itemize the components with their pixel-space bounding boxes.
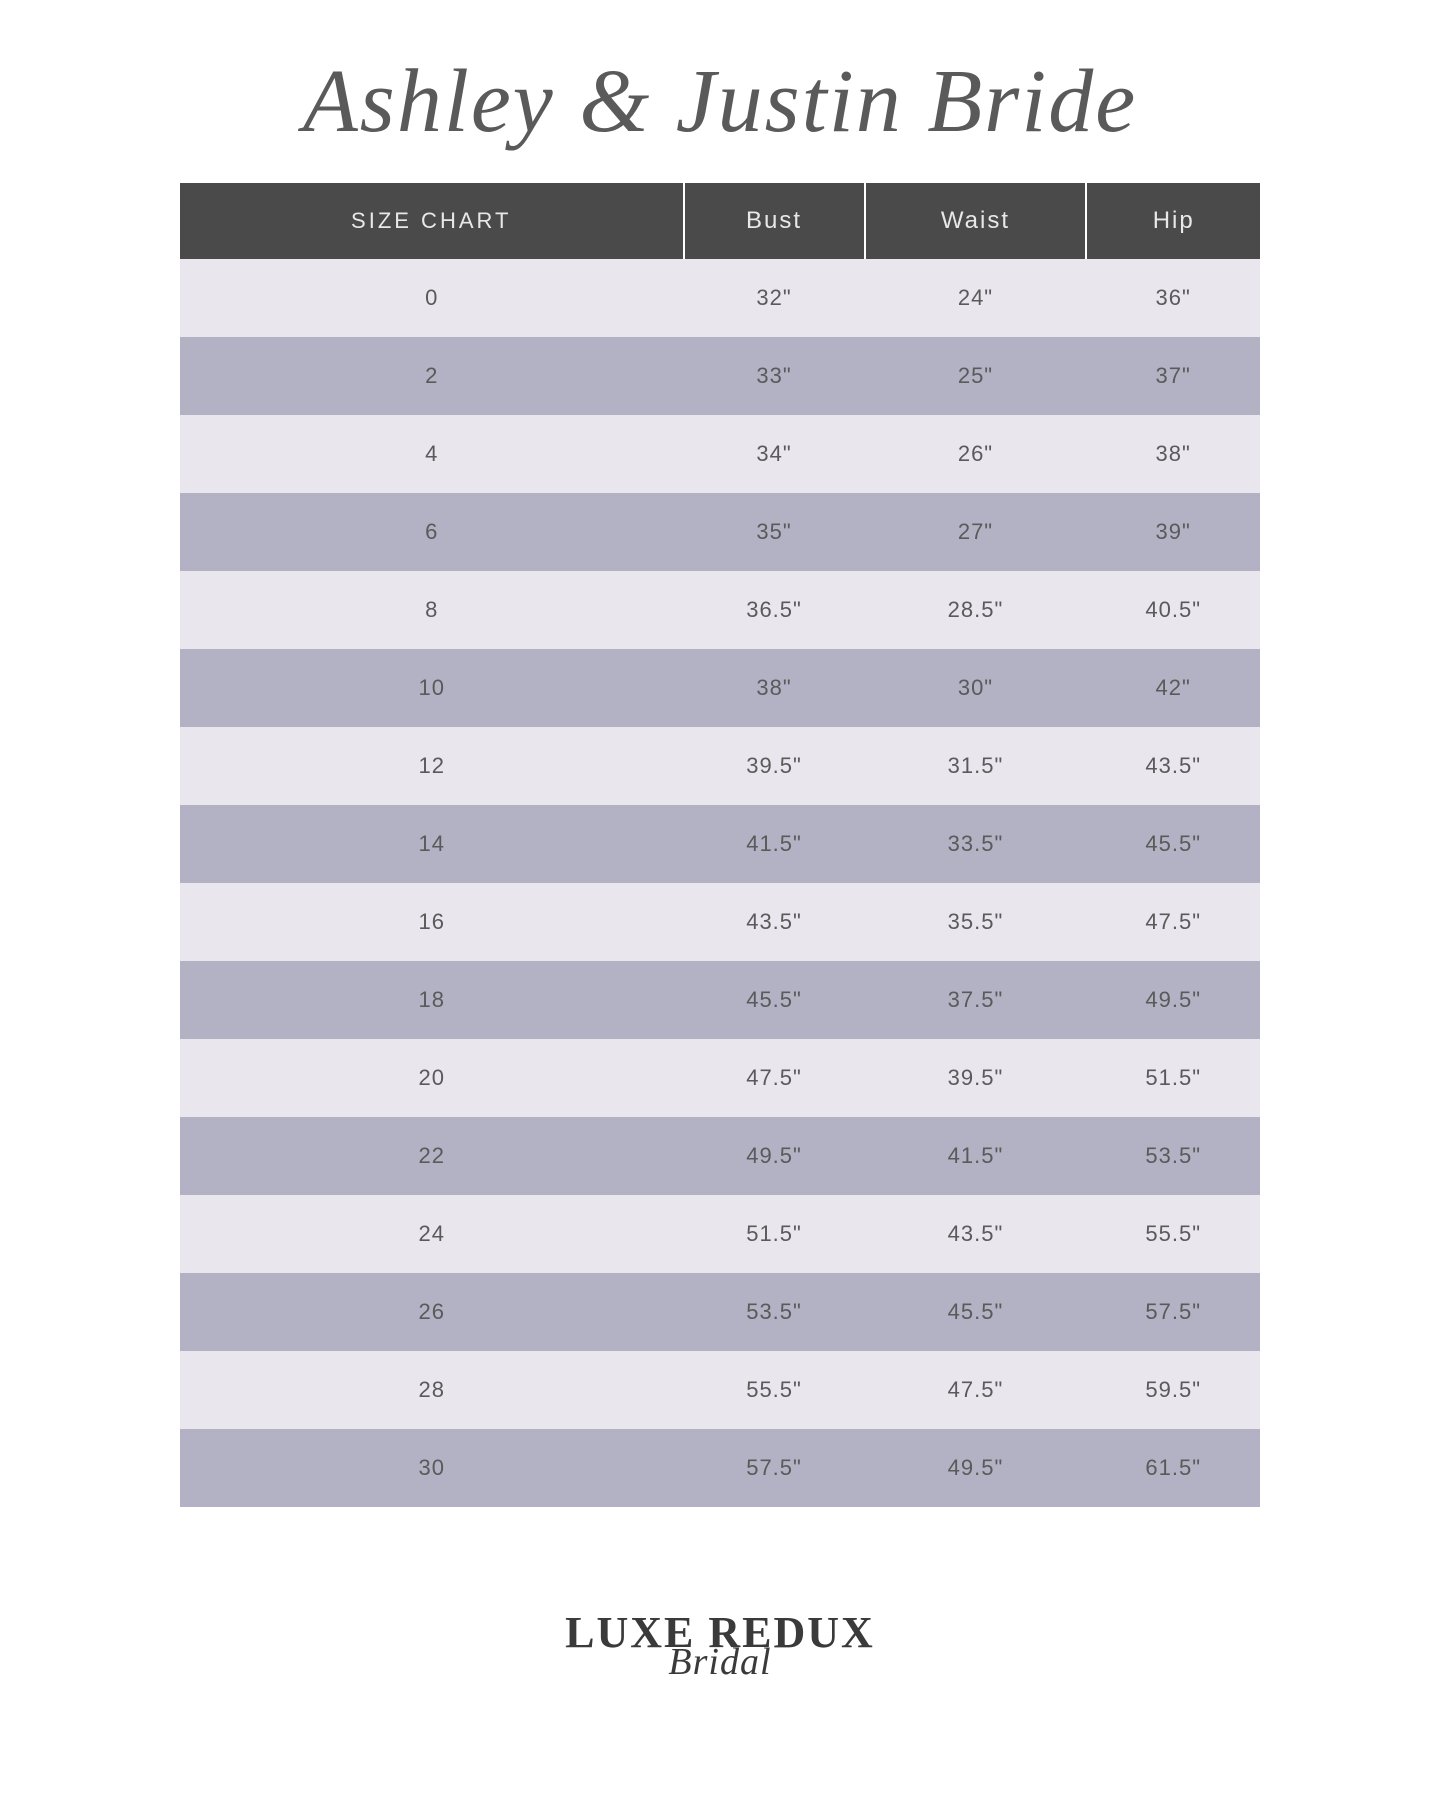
table-cell: 53.5" bbox=[684, 1273, 865, 1351]
table-cell: 34" bbox=[684, 415, 865, 493]
table-row: 1038"30"42" bbox=[180, 649, 1260, 727]
table-cell: 25" bbox=[865, 337, 1087, 415]
table-cell: 36.5" bbox=[684, 571, 865, 649]
table-row: 2653.5"45.5"57.5" bbox=[180, 1273, 1260, 1351]
table-row: 1441.5"33.5"45.5" bbox=[180, 805, 1260, 883]
table-cell: 45.5" bbox=[1086, 805, 1260, 883]
table-cell: 26 bbox=[180, 1273, 684, 1351]
table-cell: 45.5" bbox=[865, 1273, 1087, 1351]
table-cell: 8 bbox=[180, 571, 684, 649]
table-cell: 49.5" bbox=[684, 1117, 865, 1195]
table-row: 2047.5"39.5"51.5" bbox=[180, 1039, 1260, 1117]
table-cell: 14 bbox=[180, 805, 684, 883]
table-cell: 33.5" bbox=[865, 805, 1087, 883]
table-row: 1845.5"37.5"49.5" bbox=[180, 961, 1260, 1039]
size-chart-table: SIZE CHART Bust Waist Hip 032"24"36"233"… bbox=[180, 183, 1260, 1507]
table-cell: 55.5" bbox=[684, 1351, 865, 1429]
table-cell: 37" bbox=[1086, 337, 1260, 415]
table-cell: 41.5" bbox=[865, 1117, 1087, 1195]
table-cell: 18 bbox=[180, 961, 684, 1039]
table-row: 1643.5"35.5"47.5" bbox=[180, 883, 1260, 961]
table-cell: 49.5" bbox=[1086, 961, 1260, 1039]
table-row: 233"25"37" bbox=[180, 337, 1260, 415]
table-row: 2249.5"41.5"53.5" bbox=[180, 1117, 1260, 1195]
table-cell: 22 bbox=[180, 1117, 684, 1195]
table-cell: 39" bbox=[1086, 493, 1260, 571]
col-header-size: SIZE CHART bbox=[180, 183, 684, 259]
table-row: 032"24"36" bbox=[180, 259, 1260, 337]
table-cell: 57.5" bbox=[684, 1429, 865, 1507]
table-cell: 47.5" bbox=[1086, 883, 1260, 961]
table-cell: 33" bbox=[684, 337, 865, 415]
table-cell: 27" bbox=[865, 493, 1087, 571]
footer-logo: LUXE REDUX Bridal bbox=[565, 1607, 875, 1684]
col-header-hip: Hip bbox=[1086, 183, 1260, 259]
table-cell: 16 bbox=[180, 883, 684, 961]
table-cell: 28 bbox=[180, 1351, 684, 1429]
page-title: Ashley & Justin Bride bbox=[303, 50, 1137, 153]
table-cell: 38" bbox=[1086, 415, 1260, 493]
table-cell: 41.5" bbox=[684, 805, 865, 883]
table-row: 836.5"28.5"40.5" bbox=[180, 571, 1260, 649]
table-cell: 47.5" bbox=[865, 1351, 1087, 1429]
table-header-row: SIZE CHART Bust Waist Hip bbox=[180, 183, 1260, 259]
table-cell: 31.5" bbox=[865, 727, 1087, 805]
table-cell: 43.5" bbox=[865, 1195, 1087, 1273]
table-cell: 20 bbox=[180, 1039, 684, 1117]
table-cell: 55.5" bbox=[1086, 1195, 1260, 1273]
table-cell: 12 bbox=[180, 727, 684, 805]
col-header-bust: Bust bbox=[684, 183, 865, 259]
table-cell: 24" bbox=[865, 259, 1087, 337]
table-cell: 2 bbox=[180, 337, 684, 415]
table-cell: 39.5" bbox=[865, 1039, 1087, 1117]
table-row: 3057.5"49.5"61.5" bbox=[180, 1429, 1260, 1507]
table-cell: 30" bbox=[865, 649, 1087, 727]
table-cell: 28.5" bbox=[865, 571, 1087, 649]
table-cell: 36" bbox=[1086, 259, 1260, 337]
table-cell: 45.5" bbox=[684, 961, 865, 1039]
table-cell: 6 bbox=[180, 493, 684, 571]
table-row: 2451.5"43.5"55.5" bbox=[180, 1195, 1260, 1273]
table-cell: 38" bbox=[684, 649, 865, 727]
table-cell: 30 bbox=[180, 1429, 684, 1507]
table-row: 434"26"38" bbox=[180, 415, 1260, 493]
table-row: 2855.5"47.5"59.5" bbox=[180, 1351, 1260, 1429]
table-cell: 24 bbox=[180, 1195, 684, 1273]
table-cell: 26" bbox=[865, 415, 1087, 493]
table-row: 635"27"39" bbox=[180, 493, 1260, 571]
table-cell: 0 bbox=[180, 259, 684, 337]
table-cell: 47.5" bbox=[684, 1039, 865, 1117]
table-cell: 35.5" bbox=[865, 883, 1087, 961]
table-cell: 4 bbox=[180, 415, 684, 493]
table-cell: 37.5" bbox=[865, 961, 1087, 1039]
table-cell: 43.5" bbox=[1086, 727, 1260, 805]
table-cell: 61.5" bbox=[1086, 1429, 1260, 1507]
table-cell: 51.5" bbox=[1086, 1039, 1260, 1117]
table-cell: 49.5" bbox=[865, 1429, 1087, 1507]
table-cell: 40.5" bbox=[1086, 571, 1260, 649]
table-cell: 53.5" bbox=[1086, 1117, 1260, 1195]
col-header-waist: Waist bbox=[865, 183, 1087, 259]
table-cell: 42" bbox=[1086, 649, 1260, 727]
table-row: 1239.5"31.5"43.5" bbox=[180, 727, 1260, 805]
table-cell: 10 bbox=[180, 649, 684, 727]
table-cell: 59.5" bbox=[1086, 1351, 1260, 1429]
table-body: 032"24"36"233"25"37"434"26"38"635"27"39"… bbox=[180, 259, 1260, 1507]
table-cell: 32" bbox=[684, 259, 865, 337]
table-cell: 57.5" bbox=[1086, 1273, 1260, 1351]
table-cell: 51.5" bbox=[684, 1195, 865, 1273]
table-cell: 39.5" bbox=[684, 727, 865, 805]
table-cell: 43.5" bbox=[684, 883, 865, 961]
table-cell: 35" bbox=[684, 493, 865, 571]
